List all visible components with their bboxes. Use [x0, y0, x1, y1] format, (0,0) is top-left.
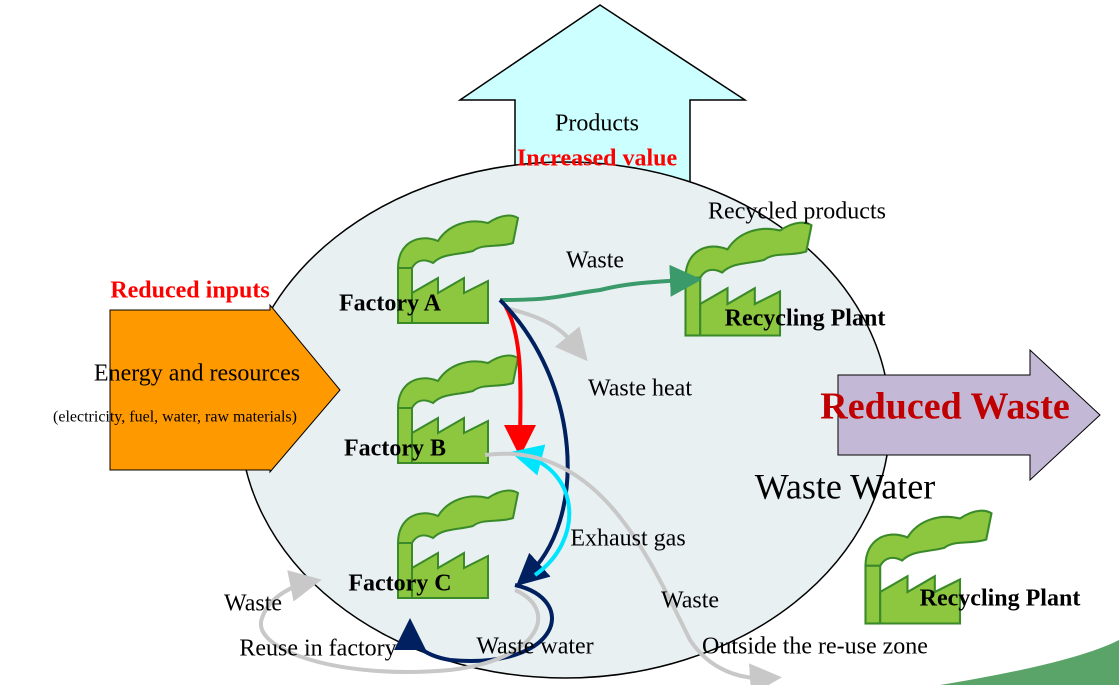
label: Waste heat: [588, 376, 692, 402]
label: Outside the re-use zone: [702, 634, 928, 660]
factory-a-to-b: [503, 304, 537, 457]
label: Factory A: [339, 291, 442, 317]
label: Exhaust gas: [570, 526, 685, 552]
label: Factory C: [348, 571, 451, 597]
label: Waste water: [476, 634, 593, 660]
heat-flow: [504, 306, 588, 362]
label: Reduced Waste: [820, 386, 1069, 428]
label: Reduced inputs: [110, 278, 269, 304]
reuse-flow: [258, 570, 541, 674]
label: Recycling Plant: [725, 306, 886, 332]
label: Energy and resources: [94, 361, 300, 387]
label: Waste: [566, 248, 624, 274]
waste-flow: [499, 264, 702, 302]
label: Waste: [661, 588, 719, 614]
label: Waste: [224, 591, 282, 617]
waste-arrow: [837, 348, 1101, 482]
label: Recycled products: [708, 199, 886, 225]
label: Recycling Plant: [920, 586, 1081, 612]
label: (electricity, fuel, water, raw materials…: [53, 409, 297, 426]
outside-flow: [484, 451, 782, 685]
label: Factory B: [344, 436, 446, 462]
label: Products: [555, 111, 639, 137]
label: Reuse in factory: [239, 636, 396, 662]
exhaust-flow: [510, 444, 572, 577]
label: Increased value: [517, 146, 678, 172]
factory-a-to-c: [498, 298, 570, 587]
corner-swoosh: [940, 640, 1119, 685]
label: Waste Water: [755, 466, 935, 506]
input-arrow: [109, 303, 341, 474]
